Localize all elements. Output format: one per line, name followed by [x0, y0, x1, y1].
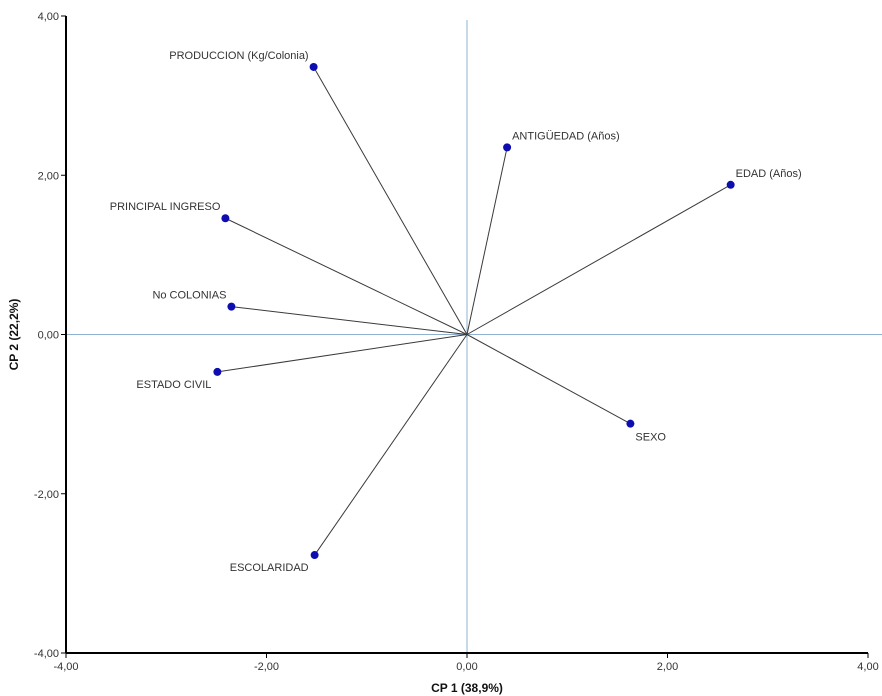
point-labels: PRODUCCION (Kg/Colonia) ANTIGÜEDAD (Años)…	[110, 50, 802, 574]
x-tick-label: 4,00	[857, 661, 878, 673]
data-point	[503, 143, 512, 152]
vector-line	[466, 334, 631, 425]
x-tick-label: -4,00	[53, 661, 78, 673]
data-point	[726, 180, 735, 189]
vectors	[217, 66, 731, 556]
points	[213, 62, 735, 560]
data-point	[213, 367, 222, 376]
data-point	[227, 302, 236, 311]
vector-line	[231, 306, 468, 335]
x-axis-title: CP 1 (38,9%)	[431, 681, 503, 695]
data-point	[626, 419, 635, 428]
x-tick-label: 2,00	[657, 661, 678, 673]
point-label: EDAD (Años)	[736, 168, 802, 180]
y-tick-label: 2,00	[38, 170, 59, 182]
vector-line	[466, 147, 508, 335]
vector-line	[225, 217, 468, 335]
point-label: PRINCIPAL INGRESO	[110, 201, 221, 213]
point-label: No COLONIAS	[152, 290, 226, 302]
x-tick-label: -2,00	[254, 661, 279, 673]
vector-line	[217, 334, 468, 373]
point-label: ESTADO CIVIL	[136, 379, 211, 391]
vector-line	[313, 66, 468, 335]
y-tick-label: 4,00	[38, 11, 59, 23]
y-axis-title: CP 2 (22,2%)	[7, 299, 21, 371]
data-point	[221, 214, 230, 223]
data-point	[309, 62, 318, 71]
y-tick-label: 0,00	[38, 330, 59, 342]
vector-line	[314, 334, 468, 556]
point-label: ANTIGÜEDAD (Años)	[512, 130, 620, 142]
point-label: SEXO	[635, 432, 666, 444]
y-tick-label: -4,00	[34, 648, 59, 660]
axes: -4,00 -2,00 0,00 2,00 4,00 -4,00 -2,00 0,00 2,00…	[34, 11, 879, 673]
point-label: PRODUCCION (Kg/Colonia)	[169, 50, 308, 62]
x-tick-label: 0,00	[456, 661, 477, 673]
point-label: ESCOLARIDAD	[230, 562, 309, 574]
reference-lines	[66, 20, 882, 653]
y-tick-label: -2,00	[34, 489, 59, 501]
vector-line	[466, 184, 731, 335]
data-point	[310, 551, 319, 560]
